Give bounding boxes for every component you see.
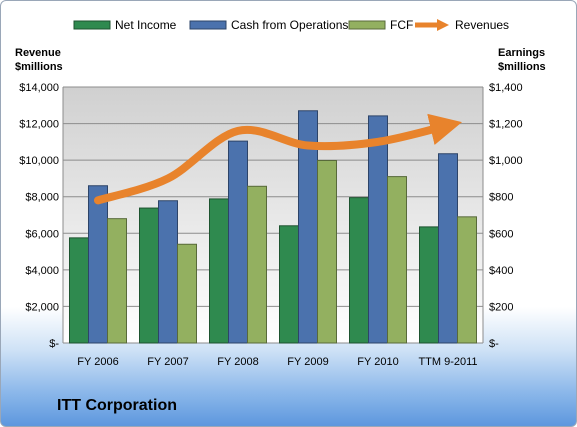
bar-fcf [457, 216, 477, 344]
x-tick-label: FY 2010 [357, 356, 398, 368]
bar-cash-from-operations [158, 200, 178, 344]
bar-fcf [107, 218, 127, 344]
bar-fcf [317, 160, 337, 344]
left-tick-label: $- [49, 338, 59, 350]
bar-cash-from-operations [88, 185, 108, 344]
bar-net-income [139, 207, 159, 344]
bar-net-income [419, 226, 439, 344]
plot-area: $- $- $2,000 $200 $4,000 $400 $6,000 $600 $8,000… [19, 82, 522, 368]
plot-background [63, 87, 483, 343]
bar-fcf [387, 176, 407, 344]
line-revenues [94, 113, 463, 205]
x-tick-label: FY 2006 [77, 356, 118, 368]
legend-swatch [73, 20, 111, 30]
legend-item: Cash from Operations [189, 18, 348, 32]
left-tick-label: $2,000 [25, 301, 59, 313]
legend-arrow-icon [437, 19, 449, 31]
bar-net-income [349, 197, 369, 344]
x-tick-label: TTM 9-2011 [418, 356, 477, 368]
left-tick-label: $12,000 [19, 119, 59, 131]
legend-label: Net Income [115, 18, 177, 32]
right-tick-label: $- [489, 338, 499, 350]
bar-cash-from-operations [228, 140, 248, 344]
left-tick-label: $14,000 [19, 82, 59, 94]
bar-cash-from-operations [438, 153, 458, 344]
bar-fcf [247, 185, 267, 344]
legend-item: FCF [348, 18, 413, 32]
legend-item: Net Income [73, 18, 177, 32]
bar-net-income [69, 237, 89, 344]
bar-fcf [177, 243, 197, 344]
x-tick-label: FY 2008 [217, 356, 258, 368]
right-axis-title-line2: $millions [498, 61, 546, 73]
legend: Net Income Cash from Operations FCF Revenue… [73, 18, 509, 32]
left-tick-label: $6,000 [25, 228, 59, 240]
right-tick-label: $400 [489, 265, 513, 277]
right-tick-label: $800 [489, 192, 513, 204]
left-tick-label: $4,000 [25, 265, 59, 277]
right-tick-label: $1,200 [489, 119, 523, 131]
legend-swatch [348, 20, 386, 30]
left-axis-title-line1: Revenue [15, 47, 61, 59]
bar-net-income [279, 225, 299, 344]
x-tick-label: FY 2009 [287, 356, 328, 368]
company-name: ITT Corporation [57, 397, 177, 414]
legend-item: Revenues [415, 18, 509, 32]
right-tick-label: $200 [489, 301, 513, 313]
left-axis-title-line2: $millions [15, 61, 63, 73]
right-tick-label: $1,000 [489, 155, 523, 167]
left-tick-label: $10,000 [19, 155, 59, 167]
left-tick-label: $8,000 [25, 192, 59, 204]
x-tick-label: FY 2007 [147, 356, 188, 368]
right-axis-title-line1: Earnings [498, 47, 545, 59]
legend-label: Revenues [455, 18, 509, 32]
bar-cash-from-operations [368, 115, 388, 344]
right-tick-label: $1,400 [489, 82, 523, 94]
right-tick-label: $600 [489, 228, 513, 240]
legend-label: Cash from Operations [231, 18, 348, 32]
legend-swatch [189, 20, 227, 30]
bar-net-income [209, 198, 229, 344]
legend-label: FCF [390, 18, 413, 32]
